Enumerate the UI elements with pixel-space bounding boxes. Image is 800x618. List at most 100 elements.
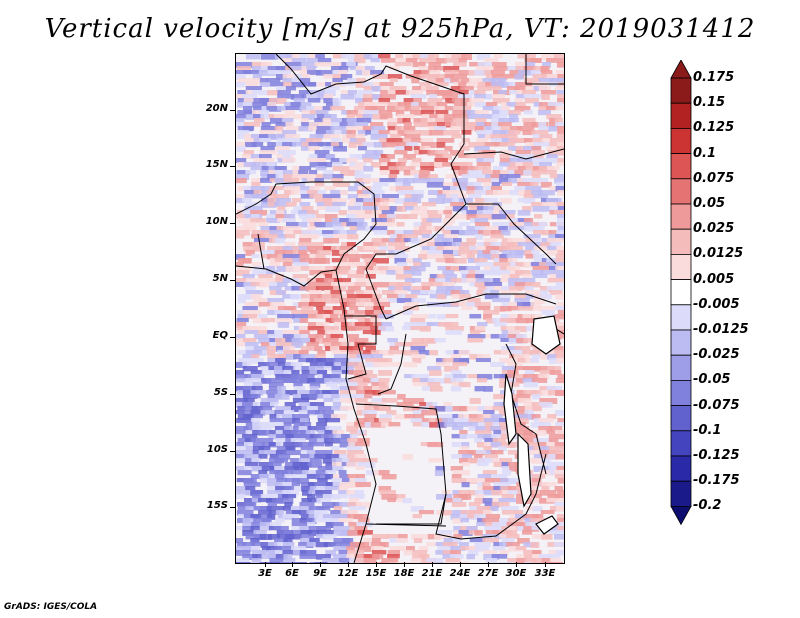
lon-tick-label: 18E	[393, 568, 415, 579]
lat-tick-label: 10N	[205, 216, 228, 227]
colorbar-segment	[670, 304, 692, 331]
lat-tick	[230, 507, 235, 508]
lat-tick	[230, 166, 235, 167]
colorbar-segment	[670, 455, 692, 482]
colorbar-segment	[670, 279, 692, 306]
lakes	[503, 315, 561, 535]
lon-tick	[348, 562, 349, 567]
colorbar-label: -0.175	[693, 473, 740, 489]
lon-tick-label: 24E	[449, 568, 471, 579]
lon-tick-label: 21E	[421, 568, 443, 579]
lon-tick	[545, 562, 546, 567]
lake-outline	[531, 315, 561, 355]
colorbar-segment	[670, 228, 692, 255]
colorbar-label: -0.0125	[693, 322, 749, 337]
border-line	[466, 203, 557, 265]
colorbar-segment	[670, 354, 692, 381]
lat-tick	[230, 337, 235, 338]
colorbar-label: -0.125	[693, 448, 740, 463]
lat-tick-label: 5S	[213, 387, 228, 398]
colorbar-label: 0.05	[693, 196, 726, 211]
colorbar-label: 0.1	[693, 145, 717, 161]
lon-tick-label: 30E	[505, 568, 527, 579]
colorbar-segment	[670, 178, 692, 205]
border-line	[525, 54, 564, 85]
map-panel	[235, 53, 565, 564]
colorbar-label: -0.05	[693, 372, 731, 388]
colorbar-segment	[670, 153, 692, 180]
lon-tick-label: 27E	[477, 568, 499, 579]
lake-outline	[535, 515, 559, 535]
lon-tick	[292, 562, 293, 567]
colorbar-segment	[670, 480, 692, 507]
lat-tick-label: 10S	[206, 444, 228, 455]
lat-tick-label: EQ	[212, 330, 228, 341]
lon-tick	[404, 562, 405, 567]
country-borders	[236, 54, 564, 563]
lon-tick	[516, 562, 517, 567]
lat-tick-label: 20N	[205, 103, 228, 114]
colorbar-min-arrow	[670, 505, 692, 526]
lon-tick-label: 6E	[285, 568, 299, 579]
lake-outline	[503, 373, 517, 446]
colorbar-label: 0.025	[693, 221, 735, 237]
border-line	[236, 265, 377, 563]
lon-tick-label: 33E	[534, 568, 556, 579]
border-line	[236, 183, 277, 215]
lon-tick-label: 9E	[313, 568, 327, 579]
colorbar-max-arrow	[670, 60, 692, 79]
lon-tick	[265, 562, 266, 567]
border-line	[275, 54, 467, 320]
colorbar-label: -0.1	[693, 422, 722, 438]
border-line	[377, 333, 407, 395]
colorbar-label: 0.075	[693, 170, 735, 186]
colorbar-label: -0.005	[693, 296, 740, 312]
colorbar-segment	[670, 405, 692, 432]
colorbar-label: 0.125	[693, 120, 735, 136]
border-line	[275, 181, 377, 271]
lon-tick	[376, 562, 377, 567]
lat-tick	[230, 280, 235, 281]
lat-tick	[230, 394, 235, 395]
lon-tick	[320, 562, 321, 567]
lat-tick	[230, 223, 235, 224]
lake-outline	[517, 432, 532, 508]
border-line	[365, 523, 447, 527]
lat-tick-label: 5N	[212, 273, 228, 284]
lon-tick-label: 15E	[365, 568, 387, 579]
vertical-velocity-field	[236, 54, 564, 563]
border-line	[355, 403, 547, 540]
colorbar-label: -0.025	[693, 347, 740, 363]
colorbar-segment	[670, 128, 692, 155]
border-line	[505, 343, 547, 475]
velocity-patches	[236, 54, 564, 563]
colorbar-segment	[670, 329, 692, 356]
colorbar-label: -0.075	[693, 397, 740, 413]
lat-tick	[230, 451, 235, 452]
colorbar-segment	[670, 430, 692, 457]
border-line	[463, 148, 564, 160]
border-line	[385, 293, 557, 320]
colorbar-segment	[670, 203, 692, 230]
footer-credit: GrADS: IGES/COLA	[4, 602, 98, 612]
lon-tick	[432, 562, 433, 567]
colorbar	[670, 60, 692, 526]
colorbar-segment	[670, 77, 692, 104]
colorbar-segment	[670, 253, 692, 280]
colorbar-label: 0.005	[693, 271, 735, 287]
lat-tick-label: 15S	[206, 500, 228, 511]
colorbar-label: 0.15	[693, 95, 726, 111]
border-line	[344, 315, 377, 380]
lat-tick-label: 15N	[205, 159, 228, 170]
lat-tick	[230, 110, 235, 111]
colorbar-label: 0.0125	[693, 246, 744, 262]
border-line	[376, 493, 447, 525]
colorbar-segment	[670, 379, 692, 406]
lon-tick	[460, 562, 461, 567]
lon-tick-label: 12E	[337, 568, 359, 579]
border-line	[257, 233, 265, 270]
colorbar-label: 0.175	[693, 70, 735, 85]
colorbar-segment	[670, 102, 692, 129]
chart-title: Vertical velocity [m/s] at 925hPa, VT: 2…	[44, 14, 756, 44]
lon-tick	[488, 562, 489, 567]
